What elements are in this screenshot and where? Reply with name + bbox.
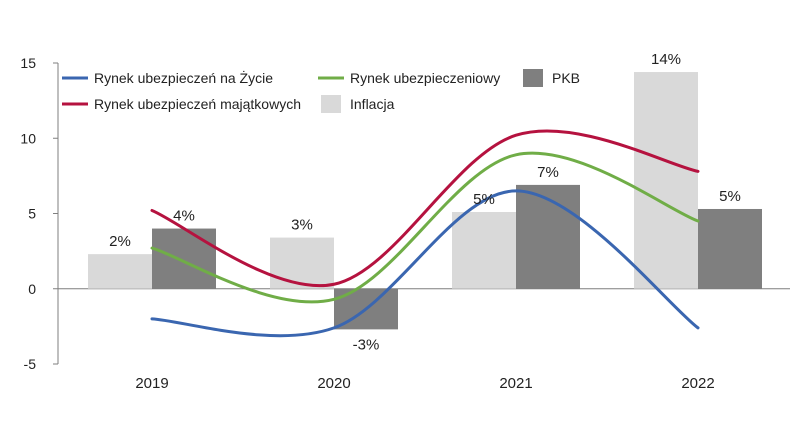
bar-pkb xyxy=(152,228,216,289)
bar-inflacja xyxy=(634,72,698,289)
bar-inflacja xyxy=(270,237,334,289)
bar-pkb xyxy=(698,208,762,289)
legend-label: PKB xyxy=(552,70,580,86)
y-tick-label: 5 xyxy=(28,206,36,222)
y-tick-label: -5 xyxy=(24,356,37,372)
x-category-label: 2022 xyxy=(681,375,714,392)
legend-label: Rynek ubezpieczeniowy xyxy=(350,70,500,86)
bars xyxy=(88,72,762,330)
data-label: 7% xyxy=(537,164,559,181)
lines xyxy=(150,129,700,338)
legend: Rynek ubezpieczeń na Życie Rynek ubezpiec… xyxy=(62,69,580,113)
legend-label: Rynek ubezpieczeń na Życie xyxy=(94,69,273,86)
data-label: 5% xyxy=(719,188,741,205)
y-tick-label: 10 xyxy=(20,130,36,146)
bar-pkb xyxy=(516,184,580,289)
legend-swatch xyxy=(523,69,543,87)
line-rynek-ubezpieczeniowy xyxy=(150,151,700,304)
data-label: 14% xyxy=(651,51,681,68)
y-tick-label: 0 xyxy=(28,281,36,297)
legend-label: Rynek ubezpieczeń majątkowych xyxy=(94,96,301,112)
data-label: 2% xyxy=(109,233,131,250)
data-labels: 2% 3% 5% 14% 4% -3% 7% 5% xyxy=(109,51,741,353)
x-category-label: 2020 xyxy=(317,375,350,392)
data-label: 4% xyxy=(173,208,195,225)
line-rynek-ubezpieczeń-majątkowych xyxy=(150,129,700,288)
line-rynek-ubezpieczeń-na-życie xyxy=(150,189,700,338)
y-tick-label: 15 xyxy=(20,55,36,71)
data-label: 5% xyxy=(473,191,495,208)
legend-label: Inflacja xyxy=(350,96,395,112)
bar-inflacja xyxy=(88,254,152,289)
x-category-label: 2021 xyxy=(499,375,532,392)
legend-swatch xyxy=(321,95,341,113)
x-category-label: 2019 xyxy=(135,375,168,392)
bar-inflacja xyxy=(452,211,516,289)
data-label: -3% xyxy=(353,336,380,353)
data-label: 3% xyxy=(291,217,313,234)
